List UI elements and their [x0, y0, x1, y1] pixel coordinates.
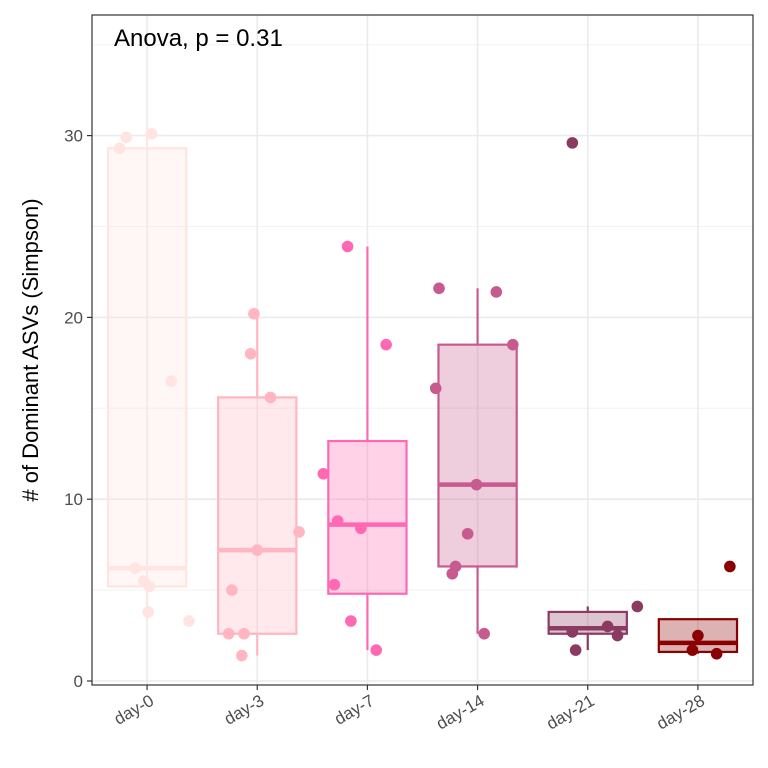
- data-point: [341, 240, 354, 253]
- data-point: [236, 649, 248, 662]
- data-point: [370, 644, 383, 656]
- data-point: [317, 467, 330, 480]
- y-tick-label: 10: [64, 490, 83, 509]
- box-body: [437, 343, 518, 568]
- y-axis-ticks: 0 10 20 30: [64, 127, 92, 691]
- plot-border: [91, 14, 754, 686]
- x-axis-ticks: day-0 day-3 day-7 day-14 day-21 day-28: [111, 685, 708, 733]
- data-point: [226, 584, 238, 596]
- box-day-14: [437, 288, 518, 634]
- y-axis-title: # of Dominant ASVs (Simpson): [18, 198, 43, 501]
- data-point: [143, 580, 156, 593]
- data-point: [328, 578, 341, 591]
- data-point: [238, 627, 250, 640]
- data-point: [433, 282, 445, 295]
- data-point: [478, 627, 490, 640]
- plot-background: [92, 15, 753, 685]
- data-point: [293, 526, 305, 538]
- data-point: [724, 560, 736, 573]
- data-point: [129, 562, 141, 575]
- y-tick-label: 20: [64, 308, 83, 327]
- data-point: [566, 137, 579, 149]
- data-point: [569, 644, 582, 656]
- data-point: [490, 286, 503, 298]
- data-point: [429, 382, 442, 395]
- x-tick-label: day-7: [331, 691, 377, 729]
- data-point: [380, 338, 392, 351]
- data-point: [145, 127, 158, 140]
- box-body: [217, 396, 298, 635]
- data-point: [331, 515, 344, 527]
- data-point: [264, 391, 277, 404]
- data-point: [611, 629, 624, 642]
- y-tick-label: 0: [74, 672, 83, 691]
- data-point: [355, 522, 367, 535]
- grid-minor: [92, 44, 753, 591]
- data-point: [692, 629, 704, 642]
- data-point: [222, 627, 235, 640]
- data-point: [248, 307, 260, 320]
- x-tick-label: day-14: [433, 691, 488, 733]
- data-point: [710, 647, 723, 660]
- data-point: [183, 615, 195, 627]
- data-point: [345, 615, 357, 627]
- data-point: [446, 567, 459, 580]
- data-point: [142, 606, 154, 618]
- x-tick-label: day-21: [543, 691, 598, 733]
- x-tick-label: day-3: [221, 691, 267, 729]
- grid-major: [92, 15, 753, 685]
- data-point: [165, 375, 178, 387]
- y-tick-label: 30: [64, 127, 83, 146]
- data-point: [120, 131, 132, 144]
- data-point: [566, 626, 579, 638]
- x-tick-label: day-28: [653, 691, 708, 733]
- anova-annotation: Anova, p = 0.31: [114, 25, 283, 52]
- box-body: [106, 147, 188, 588]
- data-point: [631, 600, 644, 613]
- data-point: [251, 544, 264, 556]
- data-point: [461, 527, 474, 540]
- data-point: [507, 338, 519, 351]
- x-tick-label: day-0: [111, 691, 157, 729]
- data-point: [113, 142, 126, 155]
- data-point: [470, 478, 483, 491]
- data-point: [686, 644, 699, 656]
- data-point: [244, 347, 257, 360]
- points: [113, 127, 736, 662]
- data-point: [601, 620, 614, 633]
